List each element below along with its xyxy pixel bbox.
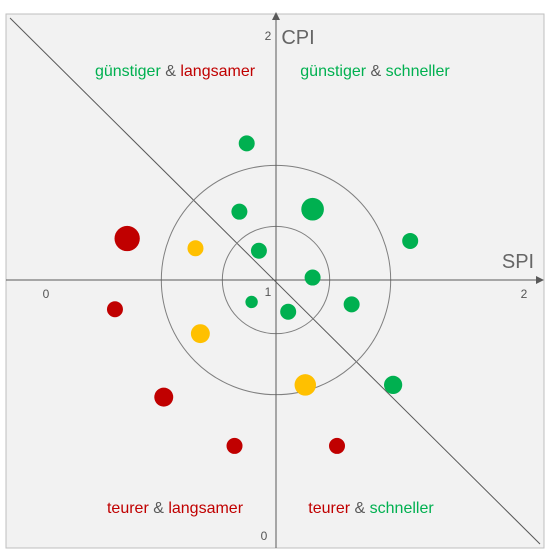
quadrant-label-part: &	[149, 500, 169, 517]
quadrant-label-part: teurer	[308, 500, 350, 517]
data-point	[250, 242, 267, 259]
data-point	[402, 232, 419, 249]
quadrant-label-part: &	[350, 500, 370, 517]
data-point	[304, 269, 321, 286]
quadrant-label-part: günstiger	[300, 63, 366, 80]
y-tick-label-min: 0	[261, 529, 268, 543]
data-point	[383, 375, 403, 395]
quadrant-label-part: &	[161, 63, 181, 80]
data-points	[106, 135, 419, 454]
quadrant-label-bottom-right: teurer & schneller	[308, 500, 434, 517]
data-point	[106, 301, 123, 318]
x-tick-label-min: 0	[43, 287, 50, 301]
quadrant-label-top-left: günstiger & langsamer	[95, 63, 256, 80]
data-point	[301, 197, 324, 221]
data-point	[114, 225, 140, 252]
data-point	[190, 324, 210, 344]
quadrant-label-part: günstiger	[95, 63, 161, 80]
data-point	[154, 387, 174, 407]
quadrant-label-part: teurer	[107, 500, 149, 517]
quadrant-label-part: langsamer	[168, 500, 243, 517]
quadrant-label-part: schneller	[386, 63, 451, 80]
quadrant-label-part: langsamer	[180, 63, 255, 80]
data-point	[294, 374, 317, 396]
data-point	[245, 295, 258, 309]
data-point	[329, 437, 345, 454]
data-point	[238, 135, 255, 152]
data-point	[226, 437, 243, 454]
data-point	[280, 303, 297, 320]
data-point	[343, 296, 360, 313]
x-tick-label-center: 1	[265, 285, 272, 299]
x-axis-title: SPI	[502, 251, 534, 273]
quadrant-label-part: schneller	[370, 500, 435, 517]
data-point	[187, 240, 204, 257]
quadrant-label-bottom-left: teurer & langsamer	[107, 500, 244, 517]
quadrant-label-top-right: günstiger & schneller	[300, 63, 450, 80]
quadrant-label-part: &	[366, 63, 386, 80]
data-point	[231, 203, 248, 220]
diagonal-line	[9, 17, 541, 545]
y-axis-title: CPI	[281, 27, 314, 49]
quadrant-labels: günstiger & langsamer günstiger & schnell…	[95, 63, 450, 517]
x-tick-label-max: 2	[521, 287, 528, 301]
y-tick-label-max: 2	[265, 29, 272, 43]
